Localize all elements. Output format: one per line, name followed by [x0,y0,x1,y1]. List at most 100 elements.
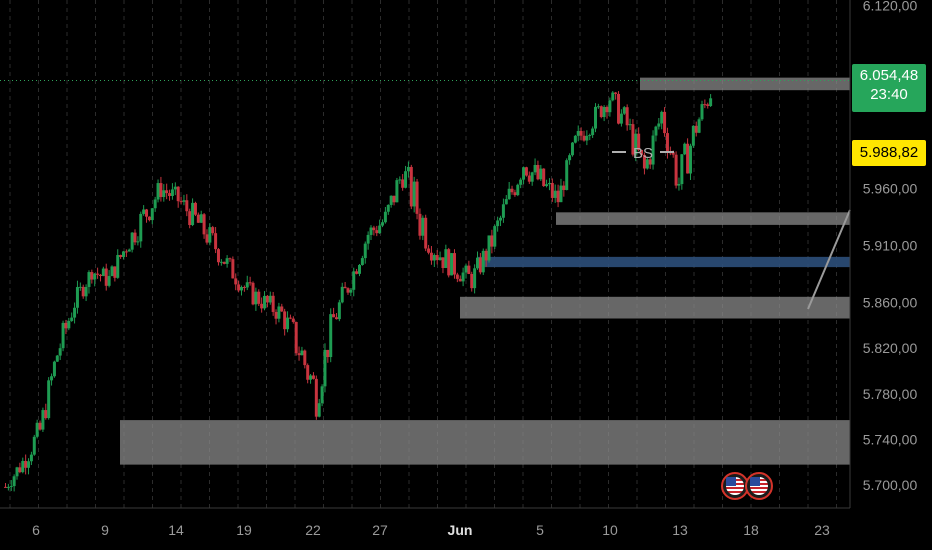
candle-body [452,253,456,275]
y-tick-label: 5.910,00 [863,237,918,253]
candle-body [568,155,572,161]
candle-body [110,266,114,277]
candle-body [576,131,580,136]
candle-body [47,380,51,419]
candle-body [424,217,428,249]
candle-body [539,168,543,180]
last-price-tag: 6.054,48 23:40 [852,64,926,112]
candle-body [473,268,477,289]
candle-body [38,422,42,430]
candle-body [55,355,59,362]
candle-body [44,410,48,419]
candle-body [286,317,290,330]
candle-body [346,288,350,293]
trend-line[interactable] [807,209,851,310]
candle-body [98,274,102,277]
candle-body [499,217,503,221]
candle-body [159,183,163,198]
x-tick-label: 13 [672,522,688,538]
candle-body [265,295,269,303]
candle-body [418,213,422,236]
candle-body [631,124,635,155]
y-tick-label: 5.860,00 [863,295,918,311]
price-zone [460,296,850,319]
candle-body [188,211,192,226]
candle-body [642,154,646,169]
candle-body [660,111,664,124]
candle-body [522,167,526,180]
candle-body [691,125,695,146]
candle-body [438,257,442,261]
candle-body [257,291,261,304]
candle-body [222,261,226,264]
price-zone [556,212,850,225]
candle-body [81,286,85,297]
candle-body [96,273,100,275]
x-tick-label: 14 [168,522,184,538]
candle-body [139,213,143,242]
marked-price-tag: 5.988,82 [852,140,926,166]
candle-body [64,322,68,329]
candle-body [703,104,707,106]
candle-body [686,143,690,174]
candle-body [582,135,586,141]
candle-body [214,233,218,250]
candle-body [596,106,600,108]
candle-body [136,241,140,243]
x-tick-label: 5 [536,522,544,538]
candle-body [677,184,681,186]
candle-body [87,272,91,288]
x-tick-label: 23 [814,522,830,538]
candle-body [645,159,649,169]
candle-body [406,166,410,172]
candle-body [58,348,62,356]
candle-body [67,320,71,329]
candle-body [579,131,583,136]
candle-body [507,188,511,200]
candle-body [21,460,25,473]
candle-body [386,204,390,212]
candle-body [464,265,468,273]
x-tick-label: 19 [236,522,252,538]
last-price-value: 6.054,48 [859,67,919,84]
candle-body [303,350,307,366]
candle-body [29,454,33,462]
candle-body [401,179,405,188]
candle-body [617,93,621,124]
candle-body [458,278,462,282]
candle-body [398,179,402,181]
candle-body [427,248,431,253]
candle-body [533,164,537,173]
candle-body [32,436,36,455]
candle-body [619,113,623,124]
candle-body [372,227,376,231]
candle-body [363,243,367,259]
candle-body [271,295,275,312]
candle-body [501,204,505,218]
candle-body [119,255,123,257]
candle-body [654,126,658,136]
candle-body [360,258,364,265]
candle-body [242,287,246,289]
candle-body [283,311,287,330]
candle-body [15,467,19,477]
candle-body [496,220,500,227]
candle-body [193,202,197,215]
us-flag-icon[interactable] [721,472,749,500]
us-flag-icon[interactable] [745,472,773,500]
candle-body [519,179,523,185]
candle-body [191,202,195,226]
candle-body [9,486,13,488]
candle-body [101,268,105,277]
candle-body [565,160,569,190]
candle-body [432,255,436,261]
candle-body [697,119,701,133]
y-tick-label: 6.120,00 [863,0,918,14]
price-zone [478,256,850,268]
candle-body [429,252,433,261]
candle-body [683,143,687,155]
candle-body [122,251,125,257]
candle-body [605,106,609,113]
candle-body [280,306,284,312]
